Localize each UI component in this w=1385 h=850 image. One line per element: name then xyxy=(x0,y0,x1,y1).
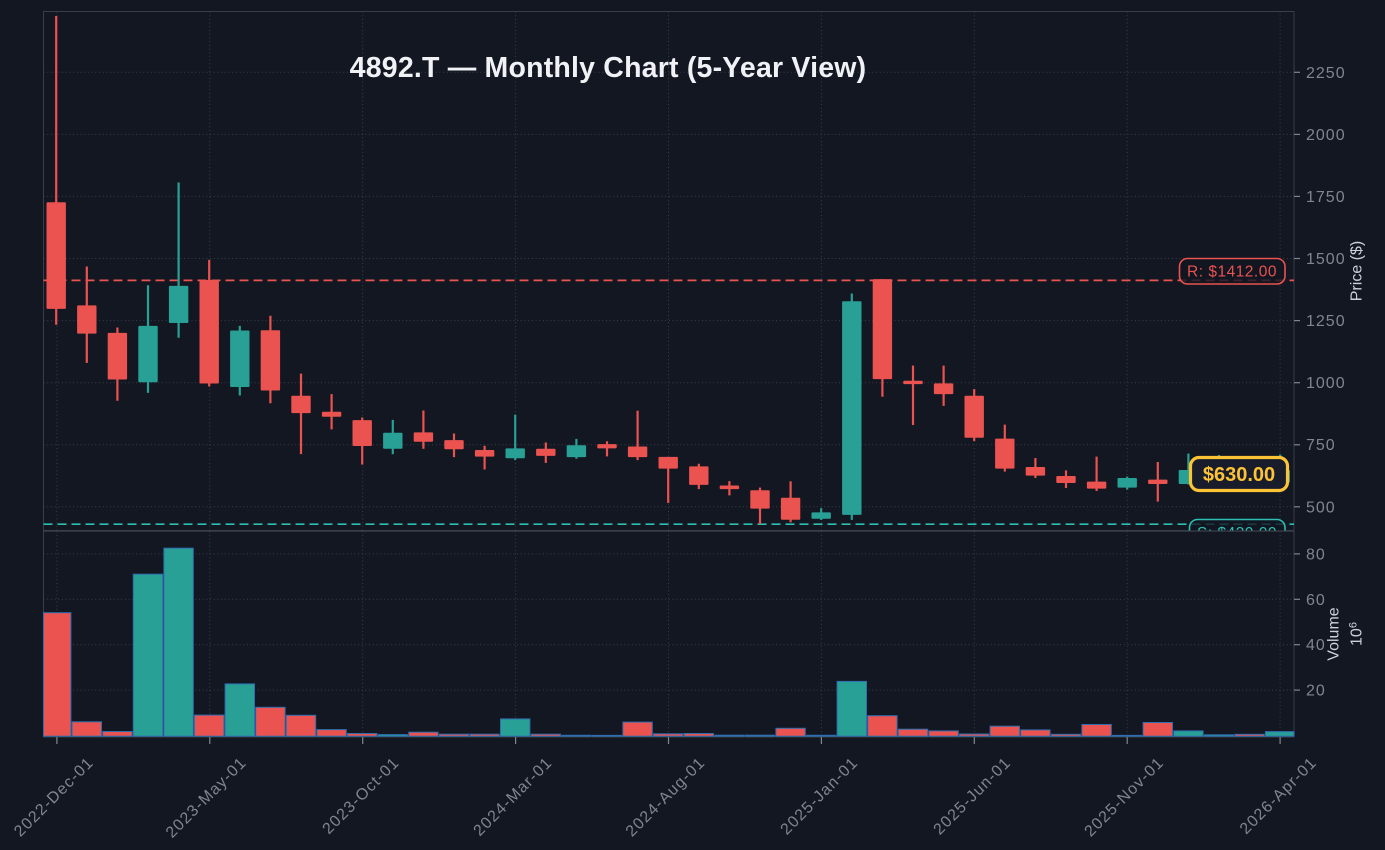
svg-text:1500: 1500 xyxy=(1306,251,1346,268)
svg-text:20: 20 xyxy=(1306,683,1326,700)
svg-text:1250: 1250 xyxy=(1306,313,1346,330)
svg-text:2250: 2250 xyxy=(1306,65,1346,82)
svg-text:80: 80 xyxy=(1306,546,1326,563)
svg-text:500: 500 xyxy=(1306,499,1336,516)
svg-text:Price ($): Price ($) xyxy=(1349,241,1366,301)
svg-text:2000: 2000 xyxy=(1306,127,1346,144)
svg-text:1750: 1750 xyxy=(1306,189,1346,206)
svg-text:60: 60 xyxy=(1306,592,1326,609)
svg-text:S: $430.00: S: $430.00 xyxy=(1197,525,1277,542)
svg-text:$630.00: $630.00 xyxy=(1203,464,1275,486)
svg-text:750: 750 xyxy=(1306,437,1336,454)
svg-text:Volume: Volume xyxy=(1326,607,1343,660)
svg-text:4892.T — Monthly Chart (5-Year: 4892.T — Monthly Chart (5-Year View) xyxy=(350,52,867,84)
svg-text:R: $1412.00: R: $1412.00 xyxy=(1187,264,1277,281)
svg-text:40: 40 xyxy=(1306,637,1326,654)
svg-text:1000: 1000 xyxy=(1306,375,1346,392)
